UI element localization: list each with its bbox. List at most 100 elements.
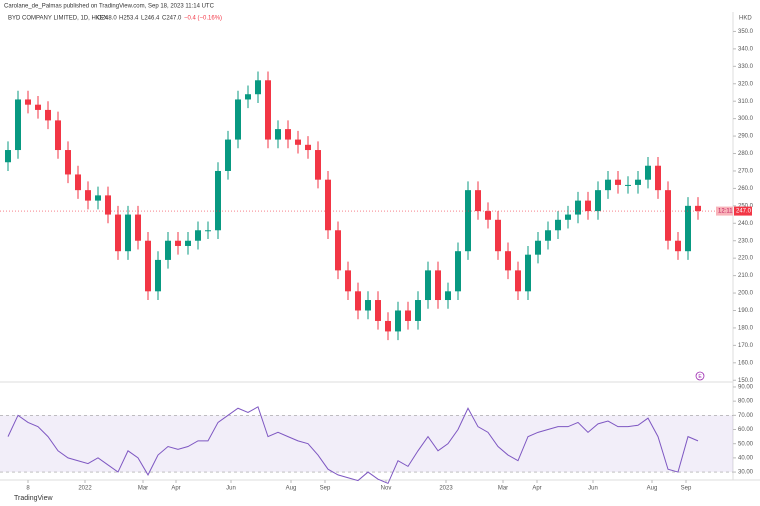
- y-tick-label: 270.0: [738, 169, 754, 175]
- y-tick-label: 330.0: [738, 64, 754, 70]
- y-tick-label: 40.00: [738, 455, 754, 461]
- candle-body: [395, 310, 401, 332]
- candle-body: [455, 251, 461, 292]
- y-tick-label: 220.0: [738, 256, 754, 262]
- candle-body: [425, 270, 431, 301]
- x-tick-label: Aug: [647, 486, 658, 492]
- rsi-line: [7, 406, 699, 485]
- candle-body: [225, 139, 231, 171]
- y-tick-label: 280.0: [738, 151, 754, 157]
- candle-body: [645, 165, 651, 180]
- candle-body: [245, 94, 251, 100]
- y-tick-label: 50.00: [738, 441, 754, 447]
- currency: HKD: [739, 16, 752, 22]
- candle-body: [135, 214, 141, 241]
- symbol: BYD COMPANY LIMITED, 1D, HKEX: [8, 16, 108, 22]
- candle-body: [185, 240, 191, 246]
- earnings-icon: [695, 371, 705, 381]
- candle-body: [575, 200, 581, 215]
- candle-body: [45, 109, 51, 121]
- candle-body: [635, 179, 641, 185]
- candle-body: [165, 240, 171, 260]
- candle-body: [405, 310, 411, 321]
- y-tick-label: 190.0: [738, 308, 754, 314]
- candle-body: [345, 270, 351, 292]
- y-tick-label: 240.0: [738, 221, 754, 227]
- y-tick-label: 200.0: [738, 291, 754, 297]
- x-tick-label: Mar: [138, 486, 148, 492]
- candle-body: [285, 129, 291, 140]
- candle-body: [95, 195, 101, 201]
- y-tick-label: 60.00: [738, 427, 754, 433]
- candle-body: [595, 190, 601, 212]
- candle-body: [145, 240, 151, 292]
- y-tick-label: 90.00: [738, 385, 754, 391]
- candle-body: [685, 205, 691, 252]
- candle-body: [605, 179, 611, 191]
- candle-body: [295, 139, 301, 145]
- footer: TradingView: [14, 495, 53, 502]
- y-tick-label: 250.0: [738, 203, 754, 209]
- candle-body: [25, 99, 31, 105]
- candle-body: [535, 240, 541, 255]
- candle-body: [175, 240, 181, 246]
- y-tick-label: 290.0: [738, 134, 754, 140]
- candle-body: [265, 80, 271, 140]
- change: −0.4 (−0.16%): [184, 16, 222, 22]
- candle-body: [495, 219, 501, 252]
- candle-body: [255, 80, 261, 95]
- candle-body: [125, 214, 131, 252]
- countdown-tag: [716, 206, 733, 216]
- candle-body: [75, 174, 81, 191]
- candle-body: [615, 179, 621, 185]
- candle-body: [445, 291, 451, 301]
- candle-body: [545, 230, 551, 241]
- publisher: Carolane_de_Palmas published on TradingV…: [4, 4, 215, 10]
- y-tick-label: 160.0: [738, 360, 754, 366]
- x-tick-label: Apr: [532, 486, 541, 492]
- y-tick-label: 300.0: [738, 116, 754, 122]
- x-tick-label: Nov: [381, 486, 392, 492]
- candle-body: [315, 150, 321, 180]
- candle-body: [655, 165, 661, 191]
- y-tick-label: 70.00: [738, 413, 754, 419]
- y-tick-label: 260.0: [738, 186, 754, 192]
- y-tick-label: 340.0: [738, 46, 754, 52]
- candle-body: [85, 190, 91, 201]
- candle-body: [55, 120, 61, 151]
- y-tick-label: 320.0: [738, 81, 754, 87]
- candle-body: [465, 190, 471, 252]
- candle-body: [475, 190, 481, 212]
- x-tick-label: Aug: [286, 486, 297, 492]
- candle-body: [665, 190, 671, 241]
- candle-body: [565, 214, 571, 220]
- x-tick-label: Jun: [226, 486, 236, 492]
- x-tick-label: Jun: [588, 486, 598, 492]
- rsi-band: [0, 415, 733, 473]
- y-tick-label: 150.0: [738, 378, 754, 384]
- candle-body: [335, 230, 341, 271]
- candle-body: [365, 300, 371, 311]
- candle-body: [555, 219, 561, 231]
- candle-body: [505, 251, 511, 271]
- y-tick-label: 30.00: [738, 470, 754, 476]
- y-tick-label: 310.0: [738, 99, 754, 105]
- y-tick-label: 180.0: [738, 326, 754, 332]
- candle-body: [625, 184, 631, 186]
- candle-body: [5, 150, 11, 163]
- candle-body: [415, 300, 421, 321]
- candle-body: [305, 144, 311, 151]
- candle-body: [485, 211, 491, 220]
- candle-body: [355, 291, 361, 311]
- candle-body: [205, 230, 211, 232]
- x-tick-label: Sep: [320, 486, 331, 492]
- price-tag: [734, 206, 752, 216]
- countdown: 12:11: [718, 209, 733, 215]
- price-tag-label: 247.0: [736, 209, 752, 215]
- x-tick-label: Apr: [171, 486, 180, 492]
- candle-body: [105, 195, 111, 215]
- candle-body: [375, 300, 381, 321]
- candle-body: [65, 150, 71, 175]
- candle-body: [275, 129, 281, 140]
